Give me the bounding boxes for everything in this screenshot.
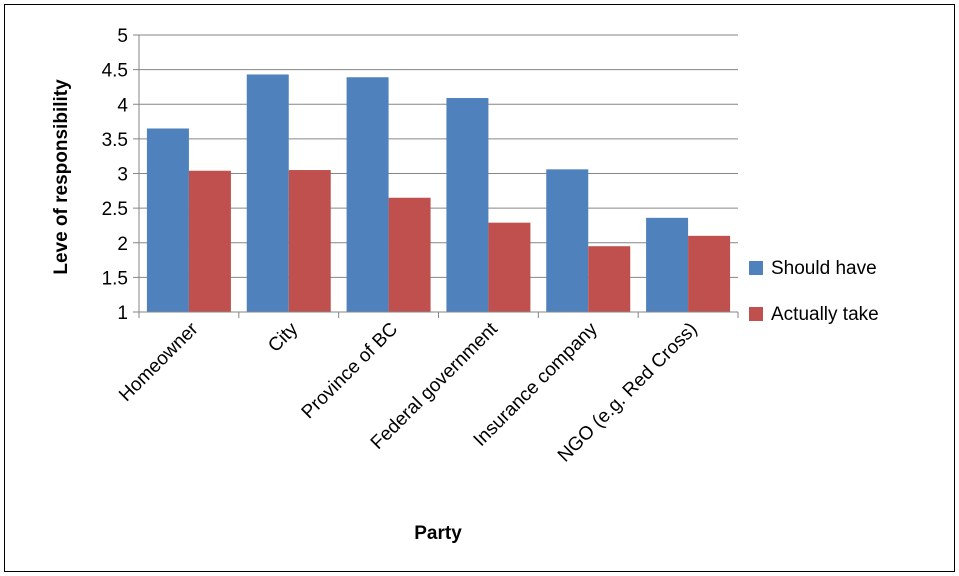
bars bbox=[146, 74, 731, 313]
y-tick-label: 2.5 bbox=[102, 199, 128, 220]
bar-actually-take bbox=[288, 170, 331, 312]
y-tick-labels: 1 1.5 2 2.5 3 3.5 4 4.5 5 bbox=[102, 26, 129, 324]
bar-actually-take bbox=[188, 170, 231, 312]
legend-swatch bbox=[749, 261, 763, 275]
x-tick-label: Homeowner bbox=[115, 318, 203, 406]
legend-label: Actually take bbox=[771, 304, 879, 325]
bar-should-have bbox=[646, 217, 689, 312]
y-tick-label: 4 bbox=[117, 95, 128, 116]
bar-actually-take bbox=[688, 235, 731, 312]
bar-actually-take bbox=[388, 197, 431, 312]
chart-frame: 1 1.5 2 2.5 3 3.5 4 4.5 5 Homeowner City Province … bbox=[4, 4, 955, 572]
gridlines bbox=[133, 34, 738, 313]
axes bbox=[138, 35, 739, 318]
y-tick-label: 1.5 bbox=[102, 268, 128, 289]
x-axis-title: Party bbox=[414, 523, 462, 544]
y-tick-label: 4.5 bbox=[102, 61, 128, 82]
bar-chart: 1 1.5 2 2.5 3 3.5 4 4.5 5 Homeowner CityProvince … bbox=[51, 26, 879, 544]
y-tick-label: 1 bbox=[117, 303, 128, 324]
bar-should-have bbox=[146, 128, 189, 312]
bar-should-have bbox=[346, 77, 389, 313]
y-tick-label: 5 bbox=[117, 26, 128, 47]
legend: Should have Actually take bbox=[749, 258, 879, 325]
legend-swatch bbox=[749, 307, 763, 321]
bar-should-have bbox=[246, 74, 289, 312]
bar-actually-take bbox=[488, 222, 531, 312]
bar-should-have bbox=[546, 169, 589, 312]
y-axis-title: Leve of responsibility bbox=[51, 79, 72, 275]
y-tick-label: 3 bbox=[117, 165, 128, 186]
x-tick-label: Province of BC bbox=[298, 319, 402, 423]
bar-should-have bbox=[446, 98, 489, 312]
y-tick-label: 2 bbox=[117, 234, 128, 255]
x-tick-label: City bbox=[264, 318, 302, 356]
bar-actually-take bbox=[588, 246, 631, 312]
y-tick-label: 3.5 bbox=[102, 130, 128, 151]
legend-label: Should have bbox=[771, 258, 877, 279]
